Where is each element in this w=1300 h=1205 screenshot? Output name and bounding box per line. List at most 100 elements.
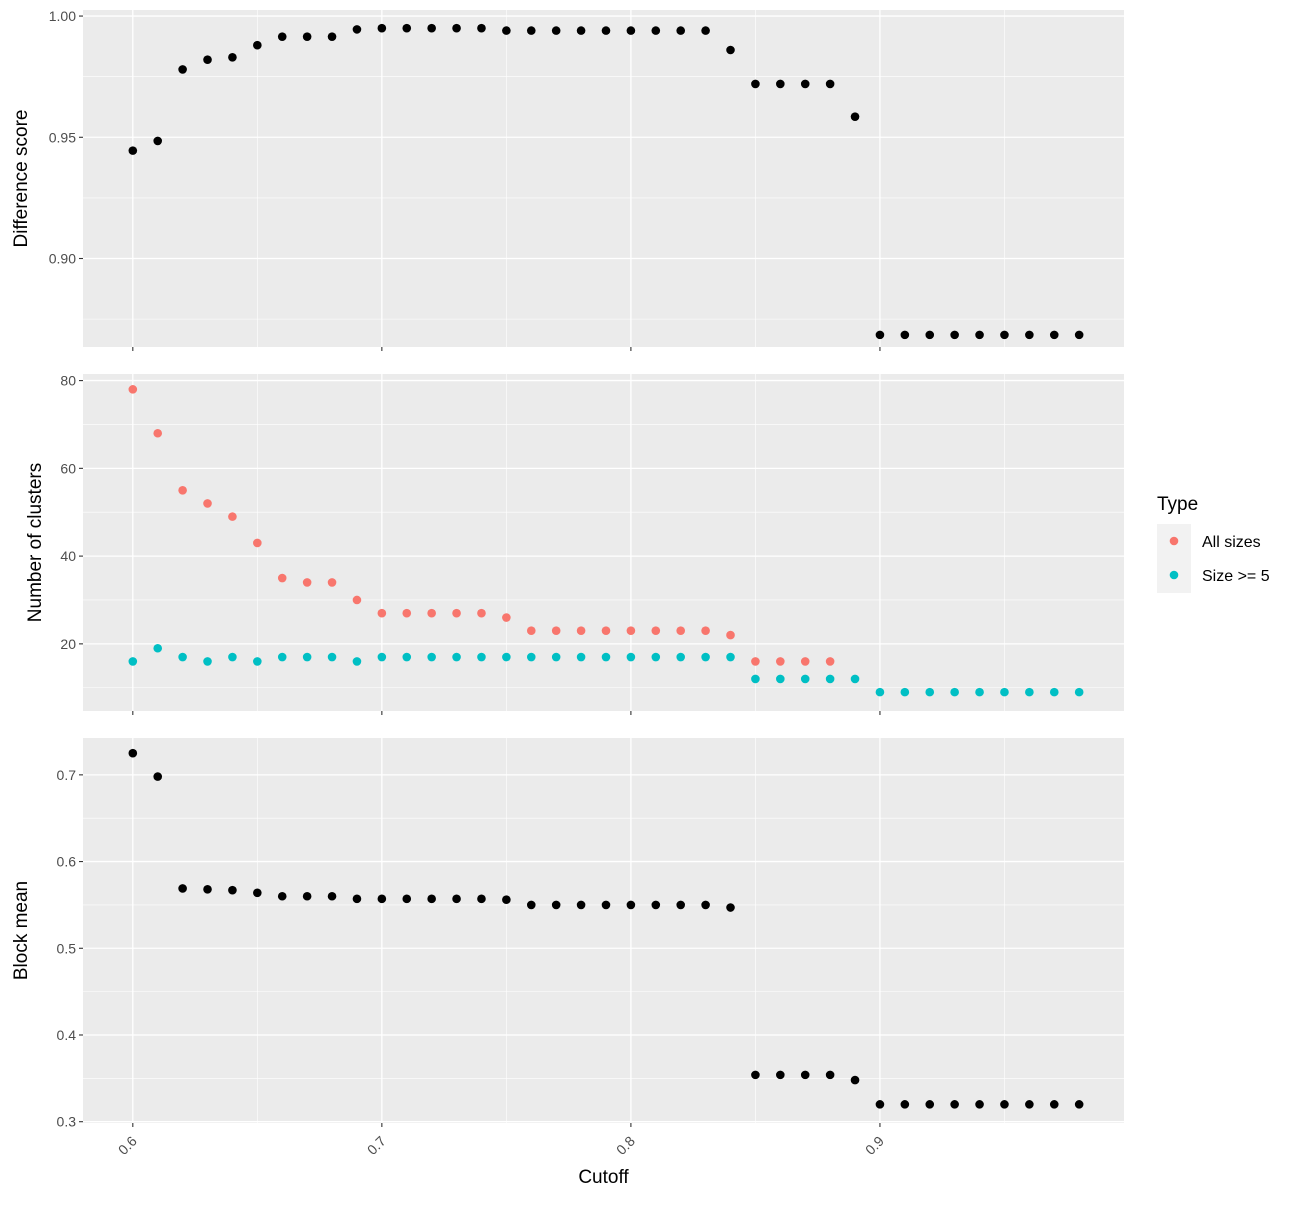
legend-label: All sizes [1202, 534, 1261, 551]
data-point [925, 687, 935, 697]
data-point [751, 1070, 760, 1080]
data-point [626, 626, 636, 635]
data-point [253, 40, 262, 50]
y-tick-label: 0.7 [57, 767, 77, 783]
data-point [551, 900, 561, 910]
data-point [726, 652, 735, 662]
data-point [751, 674, 760, 684]
panel-2: 20 40 60 80 Number of clusters [25, 373, 1124, 715]
data-point [277, 891, 287, 901]
data-point [850, 112, 860, 121]
data-point [601, 26, 611, 35]
data-point [875, 1100, 885, 1109]
data-point [153, 772, 163, 781]
y-axis-title: Number of clusters [25, 463, 46, 622]
data-point [551, 26, 561, 35]
data-point [153, 643, 163, 653]
data-point [203, 885, 212, 894]
data-point [776, 79, 785, 89]
series-1 [128, 748, 1084, 1109]
data-point [651, 26, 661, 35]
data-point [601, 900, 611, 910]
data-point [950, 1100, 959, 1109]
data-point [327, 32, 337, 41]
data-point [900, 687, 910, 697]
panel-background [83, 10, 1124, 347]
series-1 [128, 23, 1084, 340]
data-point [526, 900, 536, 910]
data-point [1025, 330, 1034, 340]
y-tick-label: 0.95 [49, 129, 76, 145]
data-point [228, 512, 237, 521]
data-point [253, 657, 262, 666]
x-tick-label: 0.8 [613, 1133, 638, 1158]
data-point [502, 895, 511, 905]
data-point [1025, 687, 1034, 697]
data-point [875, 330, 885, 340]
data-point [925, 1100, 935, 1109]
data-point [800, 1070, 810, 1080]
y-tick-label: 1.00 [49, 8, 76, 24]
series-1 [128, 385, 835, 666]
data-point [352, 657, 362, 666]
data-point [900, 330, 910, 340]
y-tick-label: 0.4 [57, 1027, 77, 1043]
data-point [302, 578, 312, 587]
data-point [751, 79, 760, 89]
data-point [302, 32, 312, 41]
data-point [253, 538, 262, 548]
y-axis-title: Difference score [11, 110, 32, 248]
data-point [178, 884, 187, 893]
data-point [676, 26, 686, 35]
y-tick-label: 20 [60, 636, 76, 652]
panel-background [83, 738, 1124, 1123]
data-point [402, 652, 412, 662]
data-point [352, 894, 362, 904]
data-point [452, 23, 461, 33]
data-point [576, 900, 586, 910]
data-point [825, 657, 835, 666]
legend: Type All sizes Size >= 5 [1157, 494, 1270, 593]
data-point [601, 626, 611, 635]
data-point [726, 45, 735, 55]
data-point [950, 687, 959, 697]
data-point [452, 652, 461, 662]
data-point [1049, 687, 1059, 697]
data-point [626, 26, 636, 35]
data-point [277, 652, 287, 662]
data-point [402, 894, 412, 904]
data-point [128, 146, 138, 155]
y-tick-label: 80 [60, 373, 76, 389]
data-point [128, 657, 138, 666]
panel-3: 0.3 0.4 0.5 0.6 0.7 Block mean [11, 738, 1124, 1130]
y-tick-label: 0.3 [57, 1114, 77, 1130]
data-point [626, 652, 636, 662]
data-point [377, 608, 387, 618]
data-point [128, 748, 138, 758]
data-point [352, 25, 362, 34]
data-point [551, 652, 561, 662]
data-point [502, 613, 511, 622]
data-point [751, 657, 760, 666]
y-tick-label: 40 [60, 548, 76, 564]
data-point [800, 79, 810, 89]
data-point [676, 900, 686, 910]
data-point [352, 595, 362, 605]
data-point [925, 330, 935, 340]
data-point [1074, 330, 1084, 340]
data-point [302, 652, 312, 662]
data-point [477, 608, 486, 618]
data-point [153, 428, 163, 438]
data-point [228, 885, 237, 895]
data-point [327, 891, 337, 901]
data-point [776, 657, 785, 666]
data-point [178, 652, 187, 662]
data-point [277, 32, 287, 41]
data-point [726, 903, 735, 912]
x-tick-label: 0.7 [364, 1133, 389, 1158]
x-tick-label: 0.6 [115, 1133, 140, 1158]
data-point [477, 652, 486, 662]
data-point [427, 894, 436, 904]
data-point [1000, 687, 1009, 697]
data-point [1049, 330, 1059, 340]
